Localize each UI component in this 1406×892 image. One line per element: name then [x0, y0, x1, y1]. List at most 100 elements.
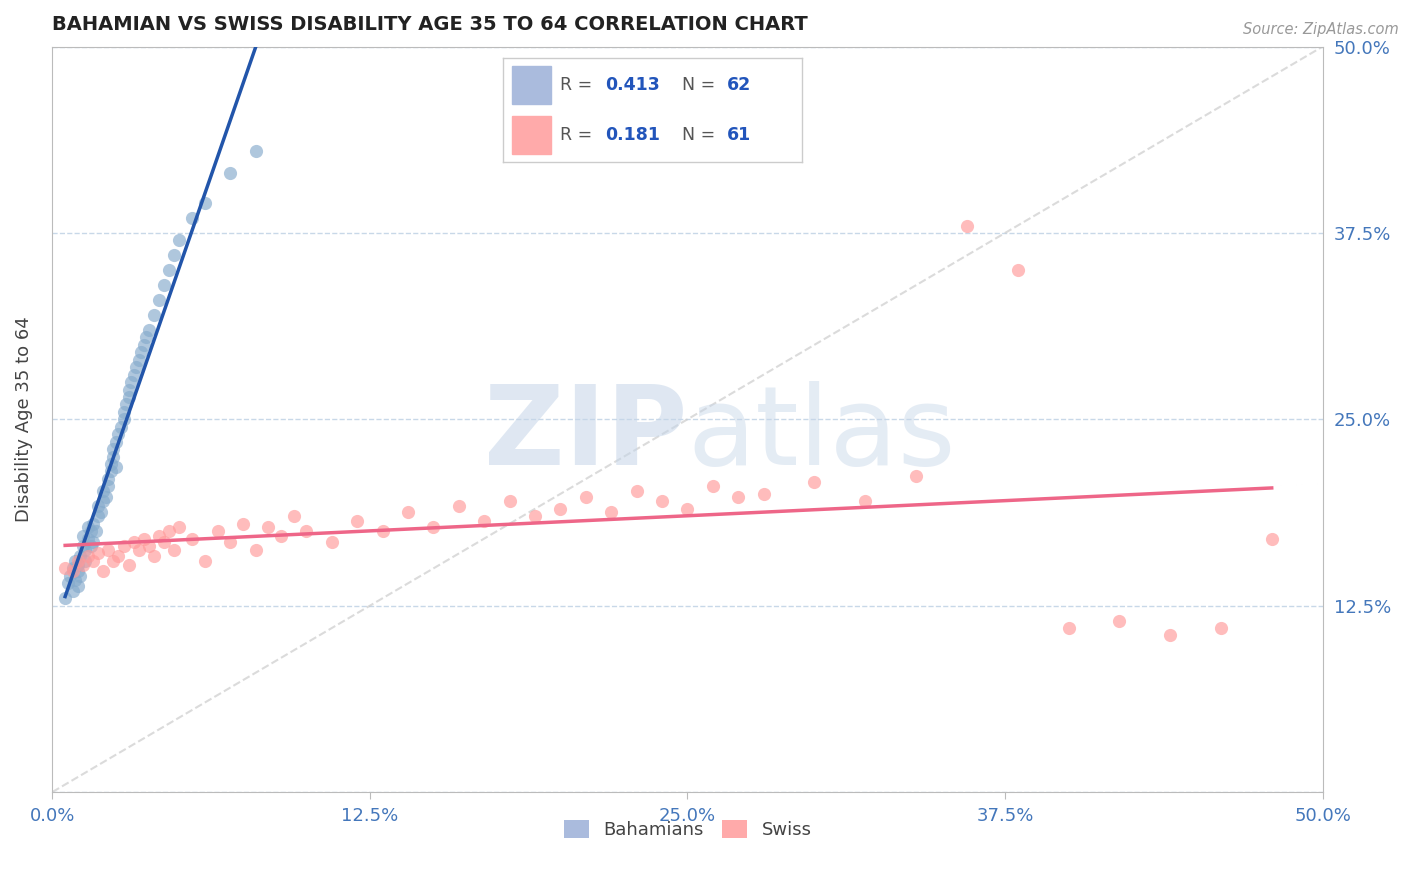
- Point: [62, 565, 84, 579]
- Point: [194, 196, 217, 211]
- Point: [62, 561, 84, 575]
- Point: [128, 352, 150, 367]
- Point: [163, 248, 186, 262]
- Point: [600, 505, 623, 519]
- Point: [207, 524, 229, 538]
- Point: [115, 397, 138, 411]
- Point: [132, 338, 155, 352]
- Point: [65, 574, 87, 588]
- Point: [472, 514, 495, 528]
- Point: [75, 543, 97, 558]
- Point: [148, 293, 170, 307]
- Point: [803, 475, 825, 489]
- Point: [371, 524, 394, 538]
- Point: [77, 519, 100, 533]
- Point: [181, 532, 204, 546]
- Point: [956, 219, 979, 233]
- Point: [498, 494, 520, 508]
- Point: [53, 561, 76, 575]
- Point: [651, 494, 673, 508]
- Point: [752, 487, 775, 501]
- Point: [112, 412, 135, 426]
- Point: [97, 479, 120, 493]
- Point: [97, 472, 120, 486]
- Point: [117, 383, 139, 397]
- Point: [245, 144, 267, 158]
- Point: [676, 501, 699, 516]
- Point: [120, 375, 142, 389]
- Point: [107, 427, 129, 442]
- Point: [66, 554, 89, 568]
- Point: [104, 434, 127, 449]
- Point: [153, 534, 176, 549]
- Point: [91, 494, 114, 508]
- Point: [100, 457, 122, 471]
- Point: [727, 490, 749, 504]
- Point: [122, 368, 145, 382]
- Point: [112, 539, 135, 553]
- Point: [91, 565, 114, 579]
- Point: [112, 405, 135, 419]
- Point: [321, 534, 343, 549]
- Point: [1108, 614, 1130, 628]
- Point: [524, 509, 547, 524]
- Point: [75, 554, 97, 568]
- Point: [257, 519, 280, 533]
- Point: [550, 501, 572, 516]
- Point: [66, 579, 89, 593]
- Point: [107, 549, 129, 564]
- Point: [396, 505, 419, 519]
- Text: ZIP: ZIP: [484, 381, 688, 488]
- Point: [135, 330, 157, 344]
- Point: [66, 565, 89, 579]
- Point: [270, 528, 292, 542]
- Point: [87, 499, 110, 513]
- Point: [295, 524, 318, 538]
- Point: [69, 569, 91, 583]
- Point: [90, 505, 112, 519]
- Point: [131, 345, 153, 359]
- Point: [79, 539, 101, 553]
- Point: [169, 234, 191, 248]
- Point: [104, 460, 127, 475]
- Point: [1057, 621, 1080, 635]
- Text: atlas: atlas: [688, 381, 956, 488]
- Point: [138, 323, 160, 337]
- Point: [1007, 263, 1029, 277]
- Point: [117, 558, 139, 573]
- Point: [110, 419, 132, 434]
- Point: [91, 483, 114, 498]
- Point: [219, 534, 242, 549]
- Point: [84, 524, 107, 538]
- Point: [194, 554, 217, 568]
- Point: [626, 483, 648, 498]
- Point: [219, 166, 242, 180]
- Point: [65, 554, 87, 568]
- Point: [69, 549, 91, 564]
- Point: [575, 490, 598, 504]
- Point: [153, 278, 176, 293]
- Point: [72, 539, 94, 553]
- Point: [447, 499, 470, 513]
- Point: [905, 469, 928, 483]
- Point: [87, 509, 110, 524]
- Point: [103, 442, 125, 457]
- Point: [283, 509, 305, 524]
- Point: [143, 308, 166, 322]
- Point: [148, 528, 170, 542]
- Point: [72, 528, 94, 542]
- Point: [103, 554, 125, 568]
- Point: [100, 465, 122, 479]
- Point: [122, 534, 145, 549]
- Point: [56, 576, 79, 591]
- Point: [53, 591, 76, 606]
- Legend: Bahamians, Swiss: Bahamians, Swiss: [557, 813, 818, 847]
- Point: [245, 543, 267, 558]
- Y-axis label: Disability Age 35 to 64: Disability Age 35 to 64: [15, 317, 32, 522]
- Point: [82, 516, 104, 531]
- Point: [232, 516, 254, 531]
- Point: [702, 479, 724, 493]
- Point: [103, 450, 125, 464]
- Point: [77, 549, 100, 564]
- Point: [157, 524, 180, 538]
